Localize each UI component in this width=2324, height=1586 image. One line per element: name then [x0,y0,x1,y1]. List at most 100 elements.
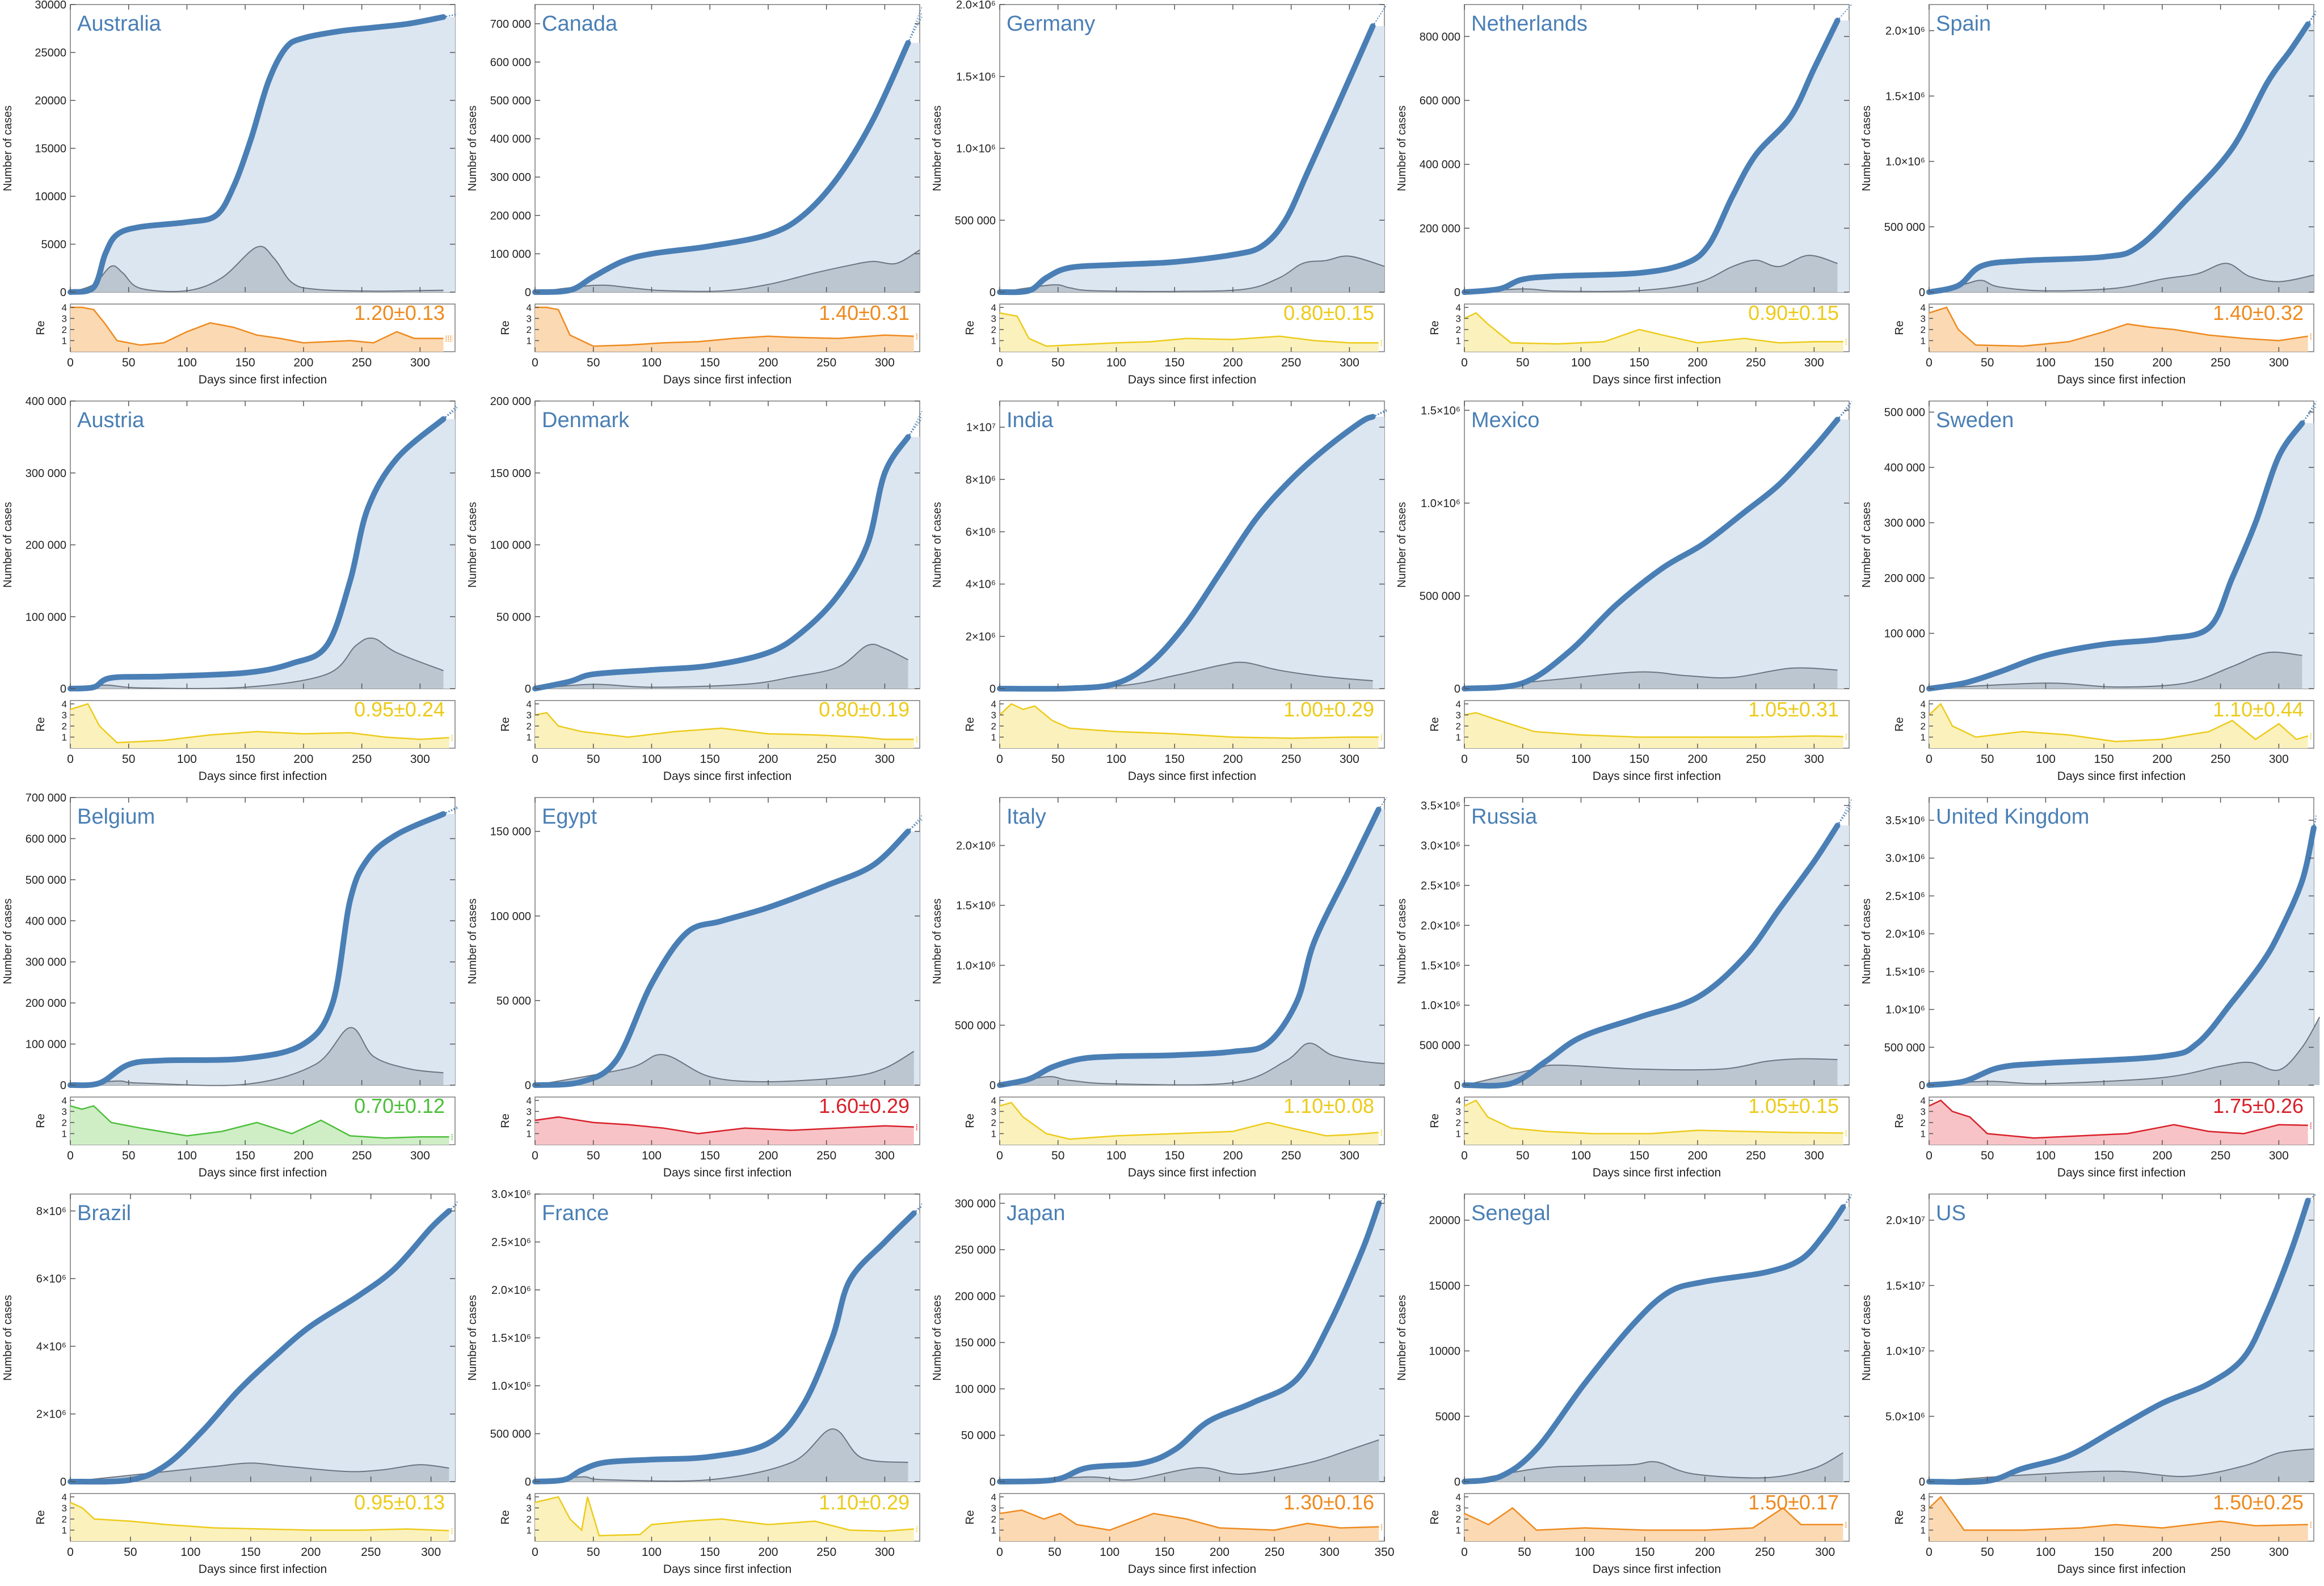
re-y-tick-label: 3 [1456,1106,1461,1117]
cumulative-cases-line [68,416,447,691]
cumulative-cases-line [68,1208,452,1485]
x-tick-label: 250 [1746,356,1766,369]
y-tick-label: 100 000 [490,910,531,923]
country-name: Mexico [1471,408,1539,432]
cumulative-fill [1000,809,1384,1085]
country-panel-united-kingdom: 0 500 000 1.0×10⁶ 1.5×10⁶ 2.0×10⁶ 2.5×10⁶ 3.0×… [1859,793,2323,1190]
re-line [1929,306,2308,347]
x-tick-label: 150 [241,1546,260,1559]
x-tick-label: 50 [1981,1149,1994,1162]
cases-y-axis-label: Number of cases [1860,1295,1873,1381]
x-tick-label: 150 [2094,753,2114,766]
re-value: 1.10±0.08 [1283,1094,1374,1117]
re-fill [1000,1102,1379,1145]
x-tick-label: 150 [1630,753,1649,766]
x-tick-label: 50 [124,1546,137,1559]
x-tick-label: 300 [875,1149,895,1162]
y-tick-label: 1.5×10⁶ [1885,966,1925,978]
x-tick-label: 100 [177,753,197,766]
cumulative-fill [70,16,455,292]
re-value: 1.50±0.17 [1748,1491,1839,1514]
y-tick-label: 200 000 [1884,572,1925,585]
x-tick-label: 50 [1051,356,1064,369]
re-y-tick-label: 1 [1456,732,1461,743]
x-tick-label: 200 [1687,753,1707,766]
re-y-tick-label: 3 [62,313,67,324]
x-tick-label: 150 [700,1546,720,1559]
y-tick-label: 1.0×10⁶ [1421,999,1460,1012]
x-tick-label: 0 [67,356,74,369]
x-tick-label: 50 [1981,753,1994,766]
cumulative-fill [70,1210,455,1482]
cases-y-axis-label: Number of cases [2,106,14,191]
re-y-tick-label: 3 [527,710,532,720]
x-tick-label: 150 [1630,356,1649,369]
y-tick-label: 200 000 [955,1290,996,1303]
active-cases-line [534,1051,915,1086]
re-value: 1.50±0.25 [2213,1491,2304,1514]
x-tick-label: 300 [410,753,430,766]
panel-svg: 0 5000 10000 15000 20000 Senegal Number of cas… [1396,1193,1852,1576]
x-tick-label: 300 [875,356,895,369]
y-tick-label: 600 000 [26,833,66,845]
panel-svg: 0 500 000 1.0×10⁶ 1.5×10⁶ 2.0×10⁶ 2.5×10⁶ 3.0×… [1860,797,2321,1179]
country-name: Denmark [542,408,630,432]
re-value: 1.10±0.44 [2213,698,2304,721]
cumulative-cases-line [1926,420,2305,691]
cumulative-cases-line [68,811,447,1089]
cumulative-fill [1464,825,1849,1086]
y-tick-label: 0 [525,683,531,695]
re-line [1929,702,2309,743]
re-y-tick-label: 4 [1456,699,1461,710]
y-tick-label: 1.0×10⁶ [1421,497,1460,510]
re-y-tick-label: 4 [527,699,532,710]
active-cases-fill [1464,668,1838,689]
y-tick-label: 500 000 [1884,221,1925,234]
active-cases-line [1464,667,1838,689]
re-y-tick-label: 2 [1456,1514,1461,1525]
x-tick-label: 200 [293,753,313,766]
x-tick-label: 200 [1223,1149,1243,1162]
y-tick-label: 0 [1919,1476,1925,1488]
x-axis-label: Days since first infection [1128,1166,1256,1179]
y-tick-label: 15000 [35,143,66,155]
y-tick-label: 250 000 [955,1244,996,1256]
x-tick-label: 150 [1165,1149,1185,1162]
re-y-axis-label: Re [35,717,47,732]
x-tick-label: 250 [1265,1546,1285,1559]
projection-line [907,16,923,43]
re-line [70,1105,449,1139]
x-tick-label: 50 [122,356,135,369]
x-tick-label: 250 [352,753,372,766]
re-y-tick-label: 1 [62,1525,67,1536]
re-y-tick-label: 1 [1921,335,1926,346]
cumulative-cases-line [997,1200,1382,1484]
x-tick-label: 300 [1804,753,1824,766]
panel-svg: 0 100 000 200 000 300 000 400 000 500 000 600 … [466,4,923,386]
x-tick-label: 0 [532,356,538,369]
projection-line [1837,799,1852,826]
y-tick-label: 100 000 [955,1383,996,1395]
active-cases-fill [1464,255,1838,292]
cumulative-cases-line [1926,21,2311,295]
x-axis-label: Days since first infection [1128,770,1256,783]
x-axis-label: Days since first infection [199,1563,327,1576]
re-y-tick-label: 1 [1456,335,1461,346]
x-axis-label: Days since first infection [1128,1563,1256,1576]
active-cases-fill [70,638,444,689]
y-tick-label: 8×10⁶ [966,474,996,486]
active-cases-line [999,1439,1379,1482]
x-tick-label: 0 [67,753,74,766]
x-tick-label: 200 [1223,356,1243,369]
re-fill [70,1106,449,1145]
projection-line [913,1203,923,1214]
re-y-tick-label: 4 [991,699,996,710]
x-tick-label: 200 [1687,356,1707,369]
x-tick-label: 100 [1574,1546,1594,1559]
active-cases-line [1929,651,2302,689]
x-tick-label: 250 [816,356,836,369]
re-y-tick-label: 2 [527,1117,532,1128]
y-tick-label: 1.0×10⁶ [491,1380,531,1393]
re-line [1929,1099,2308,1139]
cases-y-axis-label: Number of cases [2,899,14,984]
